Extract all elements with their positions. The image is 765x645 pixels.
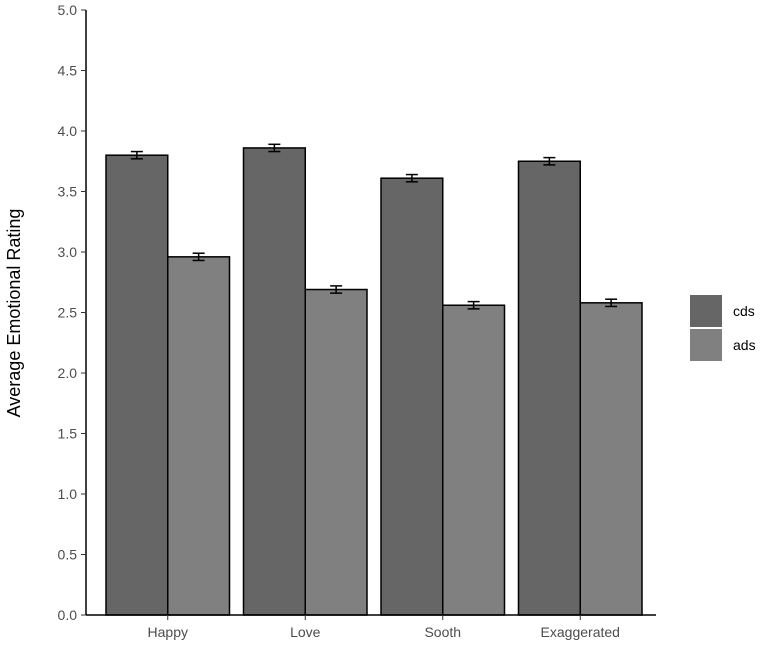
bars-layer [105,147,643,616]
y-tick-label: 5.0 [58,2,78,18]
y-tick-label: 4.5 [58,63,78,79]
x-axis-ticks: Happy Love Sooth Exaggerated [148,615,620,640]
x-tick-label: Exaggerated [541,624,620,640]
bar-cds-happy [105,154,169,616]
y-tick-label: 3.0 [58,244,78,260]
legend-label-ads: ads [733,337,756,353]
legend-label-cds: cds [733,303,755,319]
y-tick-label: 2.5 [58,305,78,321]
y-tick-label: 1.0 [58,486,78,502]
y-tick-label: 0.5 [58,547,78,563]
bar-ads-love [304,288,368,616]
y-axis-title: Average Emotional Rating [4,209,24,418]
legend-swatch-ads [690,329,722,361]
x-tick-label: Sooth [424,624,461,640]
x-tick-label: Happy [148,624,188,640]
y-tick-label: 0.0 [58,607,78,623]
x-tick-label: Love [290,624,321,640]
bar-cds-love [242,147,306,616]
bar-ads-exaggerated [579,302,643,616]
y-tick-label: 1.5 [58,426,78,442]
legend: cds ads [690,295,756,361]
bar-cds-sooth [380,177,444,616]
legend-swatch-cds [690,295,722,327]
y-tick-label: 4.0 [58,123,78,139]
y-tick-label: 3.5 [58,184,78,200]
y-axis-ticks: 0.0 0.5 1.0 1.5 2.0 2.5 3.0 3.5 4.0 4.5 5.0 [58,2,86,623]
error-bars-layer [130,143,618,310]
y-tick-label: 2.0 [58,365,78,381]
bar-cds-exaggerated [517,160,581,616]
bar-ads-happy [167,256,231,616]
bar-ads-sooth [442,304,506,616]
